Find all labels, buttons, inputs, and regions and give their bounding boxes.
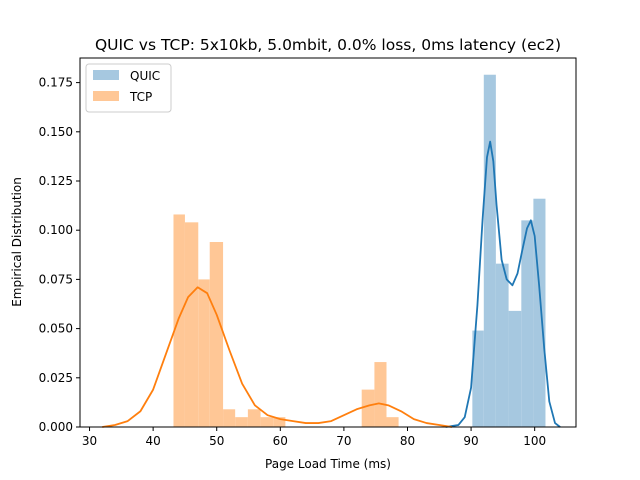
quic-histogram-bar (521, 220, 534, 427)
histogram-bars (173, 74, 546, 427)
chart-title: QUIC vs TCP: 5x10kb, 5.0mbit, 0.0% loss,… (95, 36, 561, 54)
quic-histogram-bar (472, 330, 484, 427)
legend-label-quic: QUIC (130, 69, 160, 83)
tcp-histogram-bar (223, 409, 236, 427)
quic-histogram-bar (495, 263, 509, 427)
y-tick-label: 0.125 (39, 174, 73, 188)
x-tick-label: 50 (209, 434, 224, 448)
x-axis-ticks: 30 40 50 60 70 80 90 100 (82, 427, 546, 448)
y-axis-ticks: 0.000 0.025 0.050 0.075 0.100 0.125 0.150 0.175 (39, 76, 80, 434)
plot-frame (79, 57, 577, 428)
x-tick-label: 70 (336, 434, 351, 448)
tcp-histogram-bar (209, 242, 224, 427)
x-tick-label: 30 (82, 434, 97, 448)
tcp-histogram-bar (273, 417, 286, 427)
x-tick-label: 60 (273, 434, 288, 448)
legend-label-tcp: TCP (129, 90, 152, 104)
quic-histogram-bar (508, 310, 522, 427)
y-tick-label: 0.000 (39, 420, 73, 434)
x-tick-label: 90 (463, 434, 478, 448)
tcp-histogram-bar (260, 417, 274, 427)
legend: QUIC TCP (85, 63, 172, 113)
y-tick-label: 0.150 (39, 125, 73, 139)
tcp-histogram-bar (361, 389, 375, 427)
tcp-histogram-bar (173, 214, 185, 427)
y-tick-label: 0.025 (39, 371, 73, 385)
x-tick-label: 80 (400, 434, 415, 448)
y-tick-label: 0.050 (39, 322, 73, 336)
quic-kde-line (445, 140, 561, 428)
quic-histogram-bar (483, 74, 496, 427)
y-tick-label: 0.175 (39, 76, 73, 90)
tcp-histogram-bar (374, 362, 387, 427)
x-tick-label: 40 (145, 434, 160, 448)
legend-swatch-quic (93, 70, 119, 80)
legend-swatch-tcp (93, 91, 119, 101)
y-tick-label: 0.100 (39, 223, 73, 237)
tcp-kde-line (102, 286, 453, 428)
y-axis-label: Empirical Distribution (10, 177, 24, 307)
tcp-histogram-bar (247, 409, 261, 427)
x-axis-label: Page Load Time (ms) (265, 457, 391, 471)
y-tick-label: 0.075 (39, 272, 73, 286)
x-tick-label: 100 (523, 434, 546, 448)
tcp-histogram-bar (386, 417, 399, 427)
quic-histogram-bar (533, 198, 546, 427)
kde-curves (102, 140, 561, 428)
tcp-histogram-bar (198, 279, 210, 427)
tcp-histogram-bar (235, 417, 248, 427)
tcp-histogram-bar (184, 222, 199, 427)
